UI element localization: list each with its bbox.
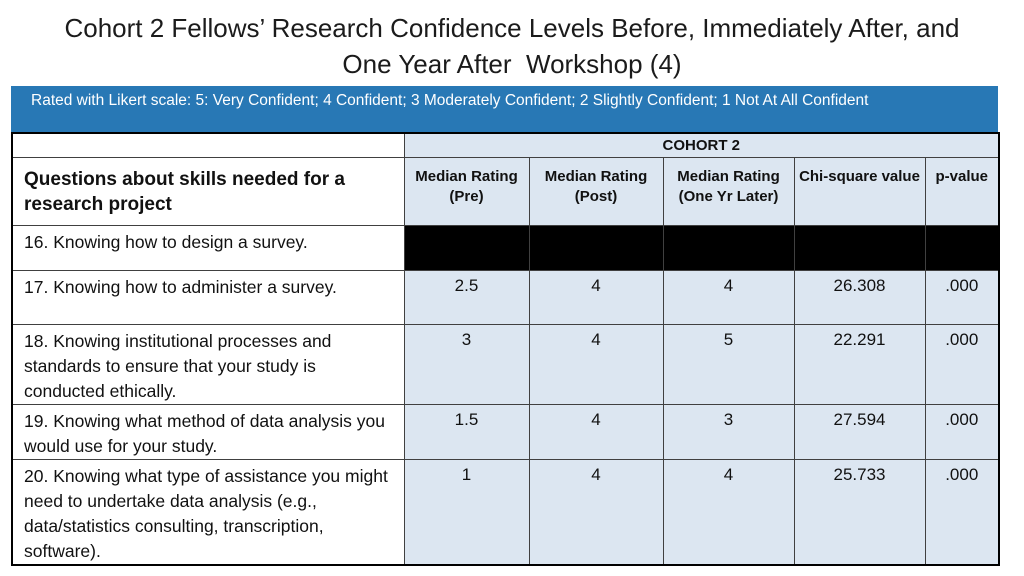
slide-title: Cohort 2 Fellows’ Research Confidence Le… [0, 10, 1024, 82]
median-one-yr-cell: 3 [662, 403, 795, 460]
question-cell-17: 17. Knowing how to administer a survey. [11, 269, 405, 325]
column-headers-row: Questions about skills needed for a rese… [11, 156, 1000, 226]
column-header-median-pre: Median Rating (Pre) [403, 156, 530, 226]
median-one-yr-cell: 4 [662, 458, 795, 565]
table-row-q17: 17. Knowing how to administer a survey. … [11, 269, 1000, 325]
median-pre-cell: 2.5 [403, 269, 530, 325]
median-post-cell: 4 [528, 403, 664, 460]
median-pre-cell: 3 [403, 323, 530, 405]
redacted-value-cell [403, 224, 530, 271]
question-cell-16: 16. Knowing how to design a survey. [11, 224, 405, 271]
column-header-median-one-yr-later: Median Rating (One Yr Later) [662, 156, 795, 226]
likert-scale-banner: Rated with Likert scale: 5: Very Confide… [11, 86, 998, 132]
column-header-median-post: Median Rating (Post) [528, 156, 664, 226]
table-row-q18: 18. Knowing institutional processes and … [11, 323, 1000, 405]
column-header-chi-square: Chi-square value [793, 156, 926, 226]
median-pre-cell: 1.5 [403, 403, 530, 460]
chi-square-cell: 22.291 [793, 323, 926, 405]
redacted-value-cell [662, 224, 795, 271]
redacted-value-cell [793, 224, 926, 271]
table-row-q16: 16. Knowing how to design a survey. [11, 224, 1000, 271]
slide-title-line-2: One Year After Workshop (4) [342, 49, 682, 79]
question-cell-20: 20. Knowing what type of assistance you … [11, 458, 405, 565]
median-post-cell: 4 [528, 458, 664, 565]
confidence-levels-table: COHORT 2 Questions about skills needed f… [11, 132, 1000, 566]
table-row-q19: 19. Knowing what method of data analysis… [11, 403, 1000, 460]
likert-scale-note: Rated with Likert scale: 5: Very Confide… [31, 92, 869, 109]
slide-title-line-1: Cohort 2 Fellows’ Research Confidence Le… [64, 13, 960, 43]
median-pre-cell: 1 [403, 458, 530, 565]
column-header-p-value: p-value [924, 156, 1000, 226]
cohort-group-header: COHORT 2 [403, 132, 1000, 158]
redacted-value-cell [528, 224, 664, 271]
median-one-yr-cell: 5 [662, 323, 795, 405]
median-post-cell: 4 [528, 323, 664, 405]
chi-square-cell: 27.594 [793, 403, 926, 460]
chi-square-cell: 26.308 [793, 269, 926, 325]
chi-square-cell: 25.733 [793, 458, 926, 565]
question-cell-18: 18. Knowing institutional processes and … [11, 323, 405, 405]
p-value-cell: .000 [924, 269, 1000, 325]
median-post-cell: 4 [528, 269, 664, 325]
question-cell-19: 19. Knowing what method of data analysis… [11, 403, 405, 460]
p-value-cell: .000 [924, 403, 1000, 460]
redacted-value-cell [924, 224, 1000, 271]
questions-column-header: Questions about skills needed for a rese… [11, 156, 405, 226]
p-value-cell: .000 [924, 458, 1000, 565]
table-row-q20: 20. Knowing what type of assistance you … [11, 458, 1000, 565]
p-value-cell: .000 [924, 323, 1000, 405]
cohort-group-row: COHORT 2 [11, 132, 1000, 158]
median-one-yr-cell: 4 [662, 269, 795, 325]
empty-corner-cell [11, 132, 405, 158]
